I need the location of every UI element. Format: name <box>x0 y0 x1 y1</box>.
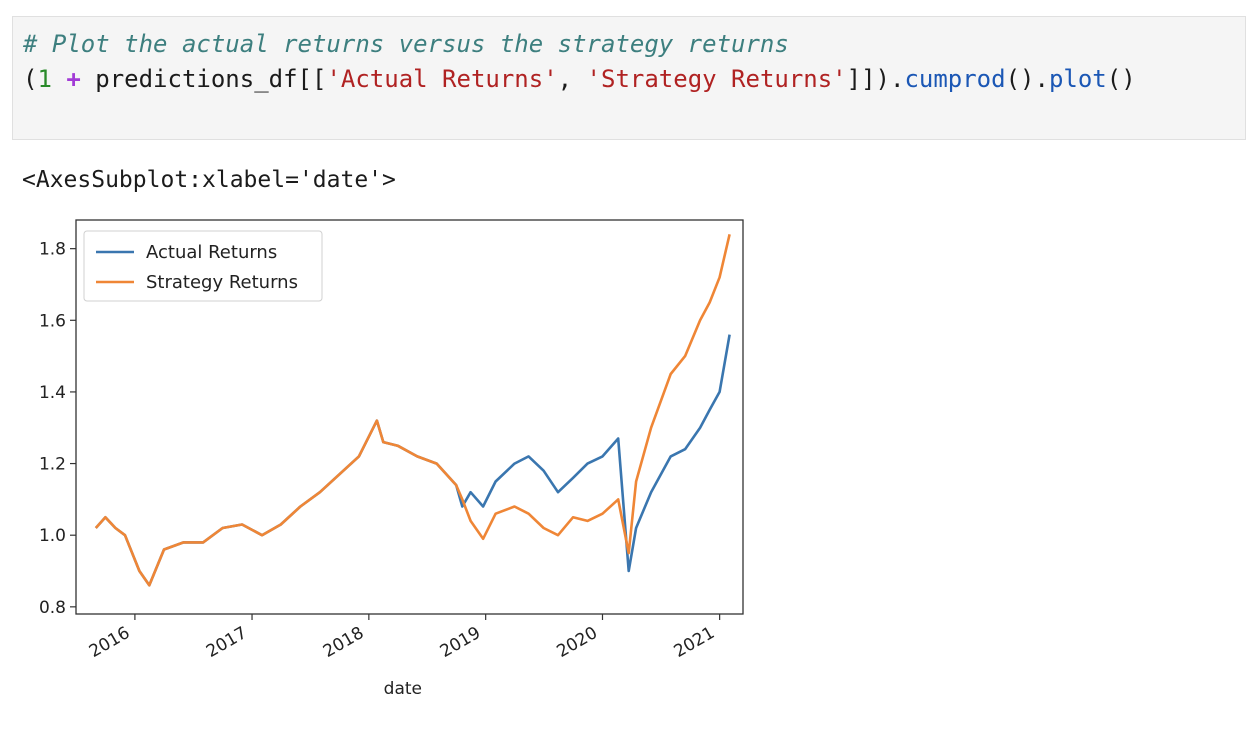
line-chart: 0.81.01.21.41.61.8 2016 2017 2018 2019 2020 2… <box>39 219 744 699</box>
plot-area <box>94 234 731 587</box>
code-open-paren: ( <box>23 65 38 93</box>
code-dataframe: predictions_df[[ <box>80 65 327 93</box>
series-line-actual-returns <box>94 334 731 587</box>
x-axis-label: date <box>384 679 422 699</box>
y-tick-label: 1.4 <box>39 383 66 403</box>
code-operator: + <box>66 65 81 93</box>
y-axis: 0.8 1.0 1.2 1.4 1.6 1.8 <box>39 240 76 618</box>
x-tick-label: 2021 <box>671 623 718 662</box>
code-comment: # Plot the actual returns versus the str… <box>23 30 789 58</box>
code-string-strategy: 'Strategy Returns' <box>586 65 847 93</box>
axes-frame <box>75 219 744 615</box>
x-tick-label: 2017 <box>203 623 250 662</box>
legend-entry-label: Strategy Returns <box>146 272 298 293</box>
code-call: (). <box>1005 65 1049 93</box>
y-tick-label: 1.8 <box>39 240 66 260</box>
y-tick-label: 1.6 <box>39 311 66 331</box>
legend-entry-label: Actual Returns <box>146 242 277 263</box>
series-line-strategy-returns <box>94 234 731 587</box>
code-cell[interactable]: # Plot the actual returns versus the str… <box>12 16 1246 140</box>
code-comment-line: # Plot the actual returns versus the str… <box>23 29 789 59</box>
code-number: 1 <box>37 65 52 93</box>
y-tick-label: 0.8 <box>39 598 66 618</box>
output-repr: <AxesSubplot:xlabel='date'> <box>22 167 396 193</box>
code-cumprod: cumprod <box>904 65 1006 93</box>
legend-box <box>83 230 323 302</box>
code-close-brackets: ]]). <box>846 65 905 93</box>
code-end: () <box>1106 65 1136 93</box>
x-tick-label: 2018 <box>320 623 367 662</box>
code-string-actual: 'Actual Returns' <box>326 65 558 93</box>
x-axis: 2016 2017 2018 2019 2020 2021 <box>86 614 721 662</box>
x-tick-label: 2020 <box>554 623 601 662</box>
code-statement-line: (1 + predictions_df[['Actual Returns', '… <box>23 64 1136 94</box>
legend: Actual Returns Strategy Returns <box>83 230 323 302</box>
x-tick-label: 2016 <box>86 623 133 662</box>
y-tick-label: 1.2 <box>39 455 66 475</box>
y-tick-label: 1.0 <box>39 526 66 546</box>
code-plot: plot <box>1048 65 1107 93</box>
x-tick-label: 2019 <box>437 623 484 662</box>
code-comma: , <box>557 65 587 93</box>
